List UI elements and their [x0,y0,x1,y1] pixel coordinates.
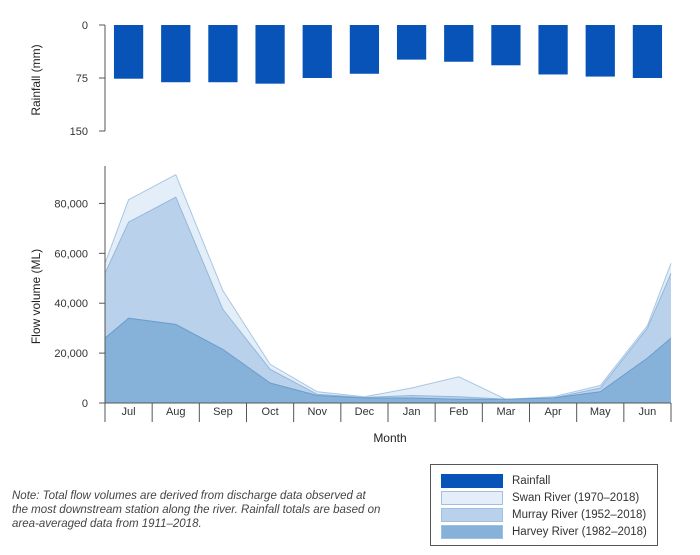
legend-swatch-swan-river [441,491,503,505]
chart-note: Note: Total flow volumes are derived fro… [12,490,381,530]
legend-item-rainfall: Rainfall [441,473,550,489]
legend-label-harvey-river: Harvey River (1982–2018) [512,526,647,538]
legend-item-murray-river: Murray River (1952–2018) [441,507,646,523]
flow-tick-label-0: 0 [82,398,88,410]
area-harvey-river-1982-2018 [105,318,671,403]
x-tick-label-jan: Jan [403,406,421,418]
line-swan-river-1970-2018 [104,173,672,400]
rainfall-bar-jul [113,25,144,79]
rainfall-tick-label-0: 0 [82,20,88,32]
rainfall-bar-nov [302,25,332,78]
legend-label-murray-river: Murray River (1952–2018) [512,509,647,521]
legend-swatch-murray-river [441,508,503,522]
x-tick-label-nov: Nov [307,406,327,418]
rainfall-axis-label: Rainfall (mm) [29,44,43,115]
rainfall-bar-apr [538,25,568,75]
rainfall-bar-oct [255,25,285,84]
rainfall-bar-dec [349,25,380,74]
rainfall-bar-jun [632,25,663,78]
legend-label-rainfall: Rainfall [512,475,551,487]
x-tick-label-oct: Oct [262,406,279,418]
rainfall-tick-label-75: 75 [76,73,88,85]
x-tick-label-feb: Feb [449,406,468,418]
line-harvey-river-1982-2018 [104,317,672,400]
flow-axis-label: Flow volume (ML) [29,249,43,344]
x-tick-label-may: May [590,406,611,418]
rainfall-flow-chart: 0 75 150 Rainfall (mm) 0 20,000 40,000 60,000 80… [29,20,672,445]
legend-swatch-harvey-river [441,525,503,539]
flow-tick-label-40000: 40,000 [54,298,88,310]
rainfall-bar-aug [161,25,191,83]
flow-tick-label-60000: 60,000 [54,248,88,260]
rainfall-bar-may [585,25,615,77]
rainfall-bar-jan [396,25,427,60]
x-tick-label-jun: Jun [639,406,657,418]
rainfall-bar-feb [444,25,474,62]
x-axis-label: Month [373,431,406,445]
line-murray-river-1952-2018 [104,196,672,400]
flow-tick-label-20000: 20,000 [54,348,88,360]
x-tick-label-dec: Dec [355,406,375,418]
rainfall-tick-label-150: 150 [70,126,88,138]
rainfall-panel [113,25,663,84]
legend-item-harvey-river: Harvey River (1982–2018) [441,524,647,540]
legend: Rainfall Swan River (1970–2018) Murray R… [430,464,658,546]
legend-label-swan-river: Swan River (1970–2018) [512,492,640,504]
legend-item-swan-river: Swan River (1970–2018) [441,490,639,506]
x-tick-label-apr: Apr [545,406,562,418]
x-tick-label-sep: Sep [213,406,233,418]
flow-panel [104,173,672,403]
flow-tick-label-80000: 80,000 [54,198,88,210]
area-murray-river-1952-2018 [105,197,671,403]
x-tick-label-mar: Mar [496,406,515,418]
x-tick-label-jul: Jul [122,406,136,418]
x-tick-label-aug: Aug [166,406,186,418]
rainfall-bar-mar [491,25,521,66]
rainfall-bar-sep [208,25,238,83]
legend-swatch-rainfall [441,474,503,488]
axes: 0 75 150 Rainfall (mm) 0 20,000 40,000 60,000 80… [29,20,672,445]
